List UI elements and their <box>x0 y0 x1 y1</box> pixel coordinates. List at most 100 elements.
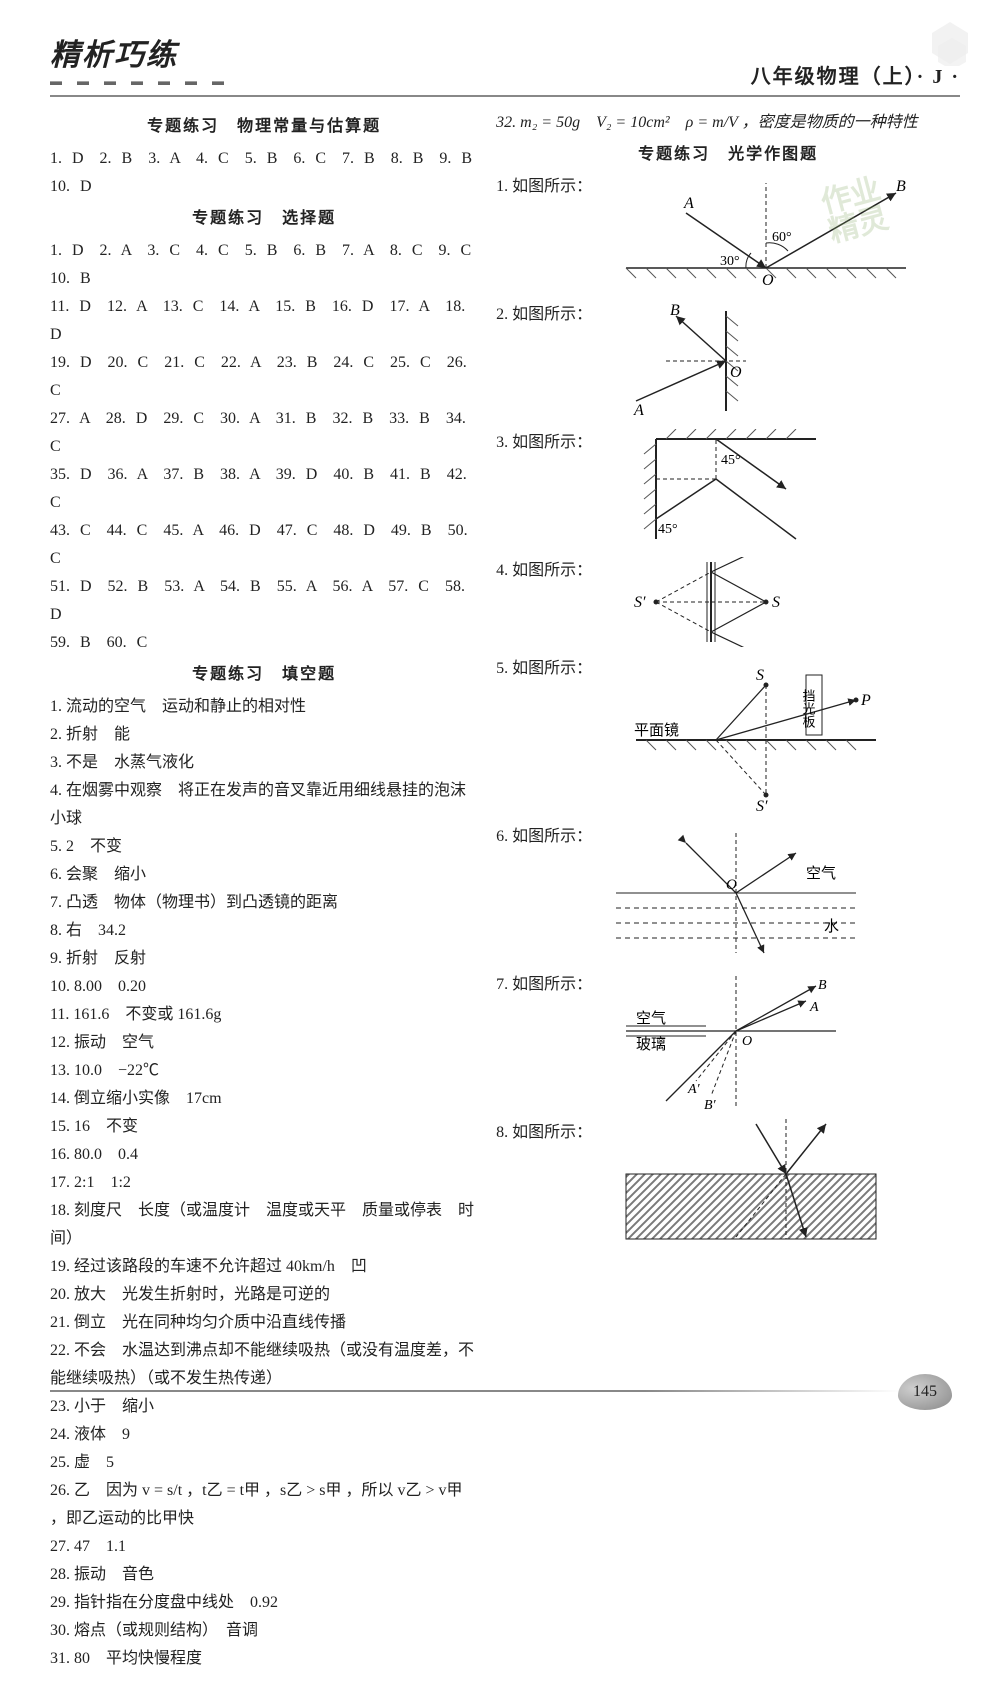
fill-item: 4. 在烟雾中观察 将正在发声的音叉靠近用细线悬挂的泡沫小球 <box>50 777 478 833</box>
figure-2-svg: A B O <box>596 301 796 421</box>
svg-text:P: P <box>860 692 871 709</box>
fill-item: 15. 16 不变 <box>50 1113 478 1141</box>
svg-text:45°: 45° <box>658 522 678 537</box>
figure-6: 6. 如图所示： O 空气 水 <box>496 823 960 963</box>
figure-3: 3. 如图所示： 45° 45° <box>496 429 960 549</box>
fill-item: 28. 振动 音色 <box>50 1561 478 1589</box>
fill-item: 6. 会聚 缩小 <box>50 861 478 889</box>
book-title: 精析巧练 <box>50 30 230 74</box>
fill-item: 8. 右 34.2 <box>50 917 478 945</box>
answers-line: 35. D 36. A 37. B 38. A 39. D 40. B 41. … <box>50 461 478 517</box>
fill-item: 26. 乙 因为 v = s/t ，t乙 = t甲 ，s乙 > s甲 ，所以 v… <box>50 1477 478 1533</box>
answers-line: 19. D 20. C 21. C 22. A 23. B 24. C 25. … <box>50 349 478 405</box>
fill-blank-block: 1. 流动的空气 运动和静止的相对性 2. 折射 能 3. 不是 水蒸气液化 4… <box>50 693 478 1673</box>
fill-item: 23. 小于 缩小 <box>50 1393 478 1421</box>
svg-text:S: S <box>756 667 764 684</box>
svg-text:水: 水 <box>824 918 839 935</box>
fill-item: 3. 不是 水蒸气液化 <box>50 749 478 777</box>
svg-text:B′: B′ <box>704 1098 717 1111</box>
figure-label: 1. 如图所示： <box>496 178 592 195</box>
fill-item: 25. 虚 5 <box>50 1449 478 1477</box>
page-header: 精析巧练 ▬ ▬ ▬ ▬ ▬ ▬ ▬ 八年级物理（上）· J · <box>50 30 960 97</box>
svg-text:玻璃: 玻璃 <box>636 1036 666 1053</box>
figure-7-svg: 空气 玻璃 A B A′ B′ O <box>596 971 856 1111</box>
fill-item: 24. 液体 9 <box>50 1421 478 1449</box>
fill-item: 20. 放大 光发生折射时，光路是可逆的 <box>50 1281 478 1309</box>
header-underline: ▬ ▬ ▬ ▬ ▬ ▬ ▬ <box>50 74 230 89</box>
fill-item: 1. 流动的空气 运动和静止的相对性 <box>50 693 478 721</box>
fill-item: 31. 80 平均快慢程度 <box>50 1645 478 1673</box>
svg-text:O: O <box>762 272 774 289</box>
fill-item: 13. 10.0 −22℃ <box>50 1057 478 1085</box>
svg-text:A: A <box>683 195 694 212</box>
figure-2: 2. 如图所示： A B O <box>496 301 960 421</box>
svg-text:O: O <box>730 364 742 381</box>
answers-line: 43. C 44. C 45. A 46. D 47. C 48. D 49. … <box>50 517 478 573</box>
figure-4-svg: S S′ <box>596 557 826 647</box>
fill-item: 14. 倒立缩小实像 17cm <box>50 1085 478 1113</box>
figure-label: 7. 如图所示： <box>496 976 592 993</box>
left-column: 专题练习 物理常量与估算题 1. D 2. B 3. A 4. C 5. B 6… <box>50 109 478 1673</box>
figure-label: 6. 如图所示： <box>496 828 592 845</box>
section-title-4: 专题练习 光学作图题 <box>496 141 960 169</box>
right-column: 32. m₂ = 50g V₂ = 10cm² ρ = m/V ，密度是物质的一… <box>496 109 960 1673</box>
figure-label: 2. 如图所示： <box>496 306 592 323</box>
svg-text:A: A <box>809 1000 819 1015</box>
svg-text:B: B <box>818 978 827 993</box>
figure-4: 4. 如图所示： S S′ <box>496 557 960 647</box>
svg-text:平面镜: 平面镜 <box>634 721 679 739</box>
figure-8-svg <box>596 1119 896 1249</box>
answers-line: 1. D 2. A 3. C 4. C 5. B 6. B 7. A 8. C … <box>50 237 478 293</box>
svg-text:A: A <box>633 402 644 419</box>
svg-text:O: O <box>726 877 737 893</box>
answers-line: 11. D 12. A 13. C 14. A 15. B 16. D 17. … <box>50 293 478 349</box>
answers-line: 59. B 60. C <box>50 629 478 657</box>
svg-text:45°: 45° <box>721 453 741 468</box>
hex-decor <box>930 20 970 66</box>
svg-text:O: O <box>742 1034 752 1049</box>
fill-item: 27. 47 1.1 <box>50 1533 478 1561</box>
fill-item: 30. 熔点（或规则结构） 音调 <box>50 1617 478 1645</box>
svg-text:S′: S′ <box>634 594 646 611</box>
svg-text:60°: 60° <box>772 230 792 245</box>
figure-7: 7. 如图所示： 空气 玻璃 A B A′ B′ O <box>496 971 960 1111</box>
fill-item: 19. 经过该路段的车速不允许超过 40km/h 凹 <box>50 1253 478 1281</box>
svg-text:B: B <box>670 302 680 319</box>
section-title-1: 专题练习 物理常量与估算题 <box>50 113 478 141</box>
fill-item: 10. 8.00 0.20 <box>50 973 478 1001</box>
figure-3-svg: 45° 45° <box>596 429 826 549</box>
fill-item: 17. 2:1 1:2 <box>50 1169 478 1197</box>
fill-item: 5. 2 不变 <box>50 833 478 861</box>
footer-line <box>50 1390 900 1392</box>
fill-item: 9. 折射 反射 <box>50 945 478 973</box>
figure-5: 5. 如图所示： S P S′ 平面镜 <box>496 655 960 815</box>
svg-text:挡光板: 挡光板 <box>801 689 816 729</box>
fill-item: 16. 80.0 0.4 <box>50 1141 478 1169</box>
page-number: 145 <box>898 1374 952 1410</box>
section-title-3: 专题练习 填空题 <box>50 661 478 689</box>
fill-item: 7. 凸透 物体（物理书）到凸透镜的距离 <box>50 889 478 917</box>
svg-text:S′: S′ <box>756 798 768 815</box>
mc-answers-block: 1. D 2. A 3. C 4. C 5. B 6. B 7. A 8. C … <box>50 237 478 657</box>
q32-line: 32. m₂ = 50g V₂ = 10cm² ρ = m/V ，密度是物质的一… <box>496 109 960 137</box>
chapter-title: 八年级物理（上）· J · <box>751 60 960 89</box>
svg-text:30°: 30° <box>720 254 740 269</box>
fill-item: 18. 刻度尺 长度（或温度计 温度或天平 质量或停表 时间） <box>50 1197 478 1253</box>
answers-line: 51. D 52. B 53. A 54. B 55. A 56. A 57. … <box>50 573 478 629</box>
figure-label: 8. 如图所示： <box>496 1124 592 1141</box>
figure-label: 5. 如图所示： <box>496 660 592 677</box>
fill-item: 22. 不会 水温达到沸点却不能继续吸热（或没有温度差，不能继续吸热）（或不发生… <box>50 1337 478 1393</box>
fill-item: 11. 161.6 不变或 161.6g <box>50 1001 478 1029</box>
svg-text:A′: A′ <box>687 1082 701 1097</box>
answers-line: 27. A 28. D 29. C 30. A 31. B 32. B 33. … <box>50 405 478 461</box>
answers-line: 1. D 2. B 3. A 4. C 5. B 6. C 7. B 8. B … <box>50 145 478 201</box>
svg-text:空气: 空气 <box>806 865 836 882</box>
svg-text:空气: 空气 <box>636 1010 666 1027</box>
figure-label: 4. 如图所示： <box>496 562 592 579</box>
figure-8: 8. 如图所示： <box>496 1119 960 1249</box>
fill-item: 12. 振动 空气 <box>50 1029 478 1057</box>
svg-text:S: S <box>772 594 780 611</box>
fill-item: 2. 折射 能 <box>50 721 478 749</box>
figure-label: 3. 如图所示： <box>496 434 592 451</box>
fill-item: 21. 倒立 光在同种均匀介质中沿直线传播 <box>50 1309 478 1337</box>
